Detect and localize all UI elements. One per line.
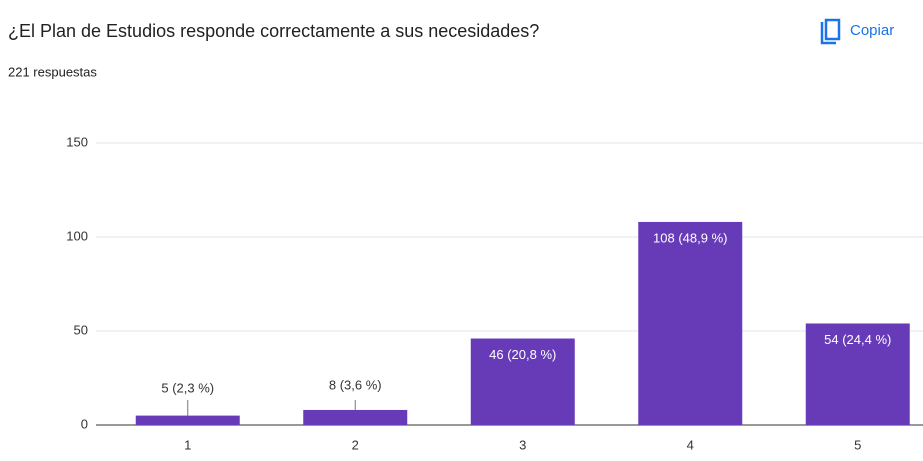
copy-icon-back bbox=[820, 22, 836, 45]
bar bbox=[470, 338, 575, 425]
data-label: 108 (48,9 %) bbox=[653, 230, 727, 245]
copy-button[interactable]: Copiar bbox=[820, 18, 894, 45]
bar bbox=[638, 221, 743, 425]
x-tick-label: 4 bbox=[687, 437, 694, 452]
x-tick-label: 1 bbox=[184, 437, 191, 452]
bar bbox=[135, 415, 240, 425]
y-tick-label: 150 bbox=[66, 134, 88, 149]
y-tick-label: 100 bbox=[66, 228, 88, 243]
data-label: 8 (3,6 %) bbox=[329, 377, 382, 392]
x-tick-label: 2 bbox=[352, 437, 359, 452]
bar bbox=[805, 323, 910, 425]
y-tick-label: 50 bbox=[74, 322, 88, 337]
response-count: 221 respuestas bbox=[8, 64, 97, 79]
x-tick-label: 3 bbox=[519, 437, 526, 452]
bar bbox=[303, 409, 408, 425]
copy-icon bbox=[824, 18, 841, 41]
data-label: 5 (2,3 %) bbox=[161, 380, 214, 395]
copy-label[interactable]: Copiar bbox=[850, 22, 894, 39]
question-title: ¿El Plan de Estudios responde correctame… bbox=[8, 21, 539, 41]
x-tick-label: 5 bbox=[854, 437, 861, 452]
data-label: 46 (20,8 %) bbox=[489, 347, 556, 362]
y-tick-label: 0 bbox=[81, 416, 88, 431]
data-label: 54 (24,4 %) bbox=[824, 332, 891, 347]
